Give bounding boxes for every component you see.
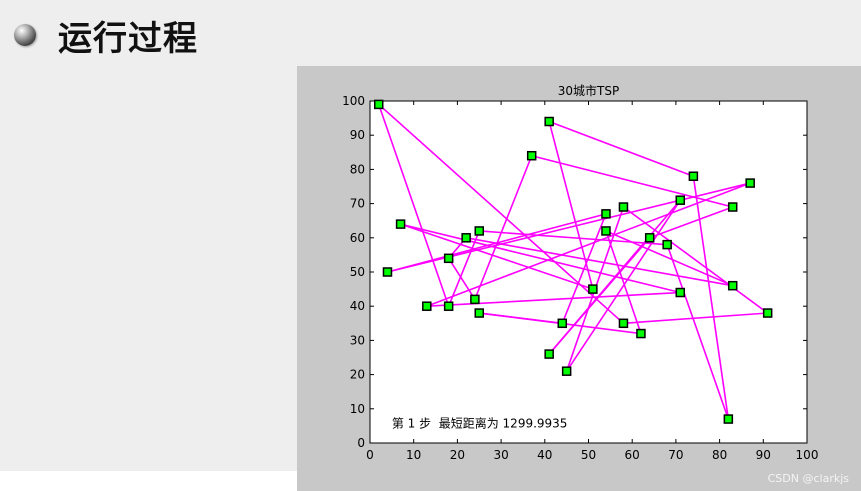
tour-segment [378, 103, 624, 324]
tour-lines [377, 103, 769, 420]
watermark: CSDN @clarkjs [767, 472, 849, 485]
chart-title: 30城市TSP [558, 83, 619, 98]
y-tick-label: 70 [350, 197, 365, 211]
x-tick-label: 60 [625, 448, 640, 462]
x-tick-label: 0 [366, 448, 374, 462]
heading-title: 运行过程 [58, 18, 198, 59]
y-tick-label: 90 [350, 128, 365, 142]
tour-segment [649, 206, 733, 239]
city-markers [373, 99, 773, 424]
city-point [561, 366, 572, 376]
tour-segment [465, 237, 733, 287]
tour-segment [623, 312, 768, 325]
x-tick-label: 20 [450, 448, 465, 462]
tour-segment [479, 230, 668, 246]
city-point [662, 239, 672, 250]
tour-segment [605, 230, 734, 287]
y-tick-label: 80 [350, 162, 365, 176]
city-point [373, 99, 384, 110]
city-point [443, 253, 454, 264]
x-tick-label: 90 [756, 448, 771, 462]
y-tick-label: 100 [342, 94, 365, 108]
tour-segment [622, 206, 769, 314]
city-point [727, 202, 738, 212]
step-annotation: 第 1 步 最短距离为 1299.9935 [392, 416, 568, 431]
city-point [745, 178, 755, 188]
x-tick-label: 100 [796, 448, 819, 462]
city-point [474, 308, 484, 318]
city-point [470, 294, 480, 305]
city-point [474, 226, 484, 236]
tour-segment [561, 213, 607, 324]
city-point [588, 284, 598, 294]
city-point [422, 301, 432, 311]
city-point [727, 280, 738, 291]
city-point [675, 195, 686, 205]
x-tick-label: 10 [406, 448, 421, 462]
y-tick-label: 0 [357, 436, 365, 450]
city-point [395, 219, 406, 229]
x-tick-label: 80 [712, 448, 727, 462]
city-point [601, 226, 611, 236]
bullet-icon [14, 24, 36, 46]
city-point [644, 233, 655, 243]
city-point [544, 116, 554, 127]
tour-segment [531, 154, 733, 208]
x-tick-label: 50 [581, 448, 596, 462]
city-point [688, 171, 699, 181]
y-tick-label: 10 [350, 402, 365, 416]
tour-segment [548, 120, 694, 177]
tour-segment [605, 230, 642, 334]
tour-segment [447, 230, 480, 307]
city-point [723, 414, 734, 424]
y-tick-label: 50 [350, 265, 365, 279]
tour-segment [565, 199, 681, 372]
tour-segment [474, 155, 533, 300]
y-tick-label: 20 [350, 368, 365, 382]
city-point [443, 301, 454, 311]
city-point [618, 202, 629, 212]
x-tick-label: 70 [668, 448, 683, 462]
tour-segment [400, 223, 594, 290]
tour-segment [377, 104, 450, 307]
x-tick-label: 40 [537, 448, 552, 462]
city-point [461, 233, 471, 243]
tour-segment [548, 121, 594, 290]
city-point [526, 150, 537, 161]
tour-segment [692, 176, 730, 420]
x-tick-label: 30 [493, 448, 508, 462]
axis-ticks: 0 10 20 30 40 50 60 70 80 90 100 0 10 20 30 40 50 60 70 80 9… [342, 94, 818, 462]
bottom-strip [0, 471, 297, 491]
city-point [762, 308, 773, 318]
tour-segment [548, 199, 681, 355]
tour-segment [666, 244, 730, 420]
city-point [544, 349, 554, 359]
tour-segment [447, 257, 476, 300]
city-point [382, 267, 393, 277]
y-tick-label: 60 [350, 231, 365, 245]
tsp-chart: 30城市TSP 0 10 20 30 40 50 60 70 80 90 100 0 10 20 30 40 5… [342, 83, 818, 462]
y-tick-label: 40 [350, 299, 365, 313]
city-point [601, 209, 611, 219]
city-point [636, 328, 646, 339]
slide-heading: 运行过程 [14, 10, 198, 60]
city-point [557, 318, 568, 329]
tour-segment [426, 291, 681, 307]
city-point [618, 318, 629, 329]
city-point [675, 287, 686, 298]
tour-segment [400, 223, 681, 294]
y-tick-label: 30 [350, 333, 365, 347]
